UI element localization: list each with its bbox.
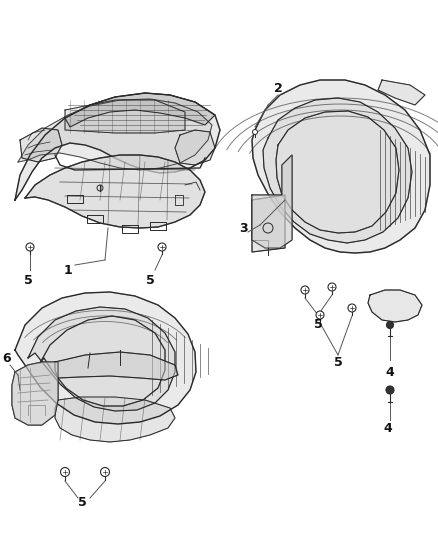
Circle shape xyxy=(386,321,393,328)
Polygon shape xyxy=(175,130,215,165)
Circle shape xyxy=(316,311,324,319)
Polygon shape xyxy=(25,155,205,228)
Polygon shape xyxy=(252,195,285,252)
Polygon shape xyxy=(252,80,430,253)
Text: 2: 2 xyxy=(274,82,283,94)
Polygon shape xyxy=(55,397,175,442)
Polygon shape xyxy=(15,93,220,200)
Text: 3: 3 xyxy=(240,222,248,235)
Text: 4: 4 xyxy=(385,366,394,378)
Polygon shape xyxy=(28,307,175,411)
Polygon shape xyxy=(378,80,425,105)
Circle shape xyxy=(301,286,309,294)
Circle shape xyxy=(158,243,166,251)
Polygon shape xyxy=(263,98,412,243)
Polygon shape xyxy=(65,93,215,127)
Text: 5: 5 xyxy=(24,273,32,287)
Text: 5: 5 xyxy=(78,497,86,510)
Circle shape xyxy=(60,467,70,477)
Text: 4: 4 xyxy=(384,422,392,434)
Text: 5: 5 xyxy=(314,319,322,332)
Polygon shape xyxy=(18,99,212,170)
Circle shape xyxy=(100,467,110,477)
Circle shape xyxy=(386,386,394,394)
Polygon shape xyxy=(15,292,196,424)
Text: 5: 5 xyxy=(145,273,154,287)
Polygon shape xyxy=(252,155,292,248)
Polygon shape xyxy=(12,362,58,425)
Polygon shape xyxy=(20,128,62,162)
Polygon shape xyxy=(368,290,422,322)
Circle shape xyxy=(26,243,34,251)
Polygon shape xyxy=(55,352,178,380)
Polygon shape xyxy=(40,316,165,406)
Text: 1: 1 xyxy=(64,263,72,277)
Polygon shape xyxy=(276,111,399,233)
Polygon shape xyxy=(65,100,185,133)
Text: 6: 6 xyxy=(3,351,11,365)
Circle shape xyxy=(252,130,258,134)
Circle shape xyxy=(348,304,356,312)
Text: 5: 5 xyxy=(334,356,343,368)
Circle shape xyxy=(328,283,336,291)
